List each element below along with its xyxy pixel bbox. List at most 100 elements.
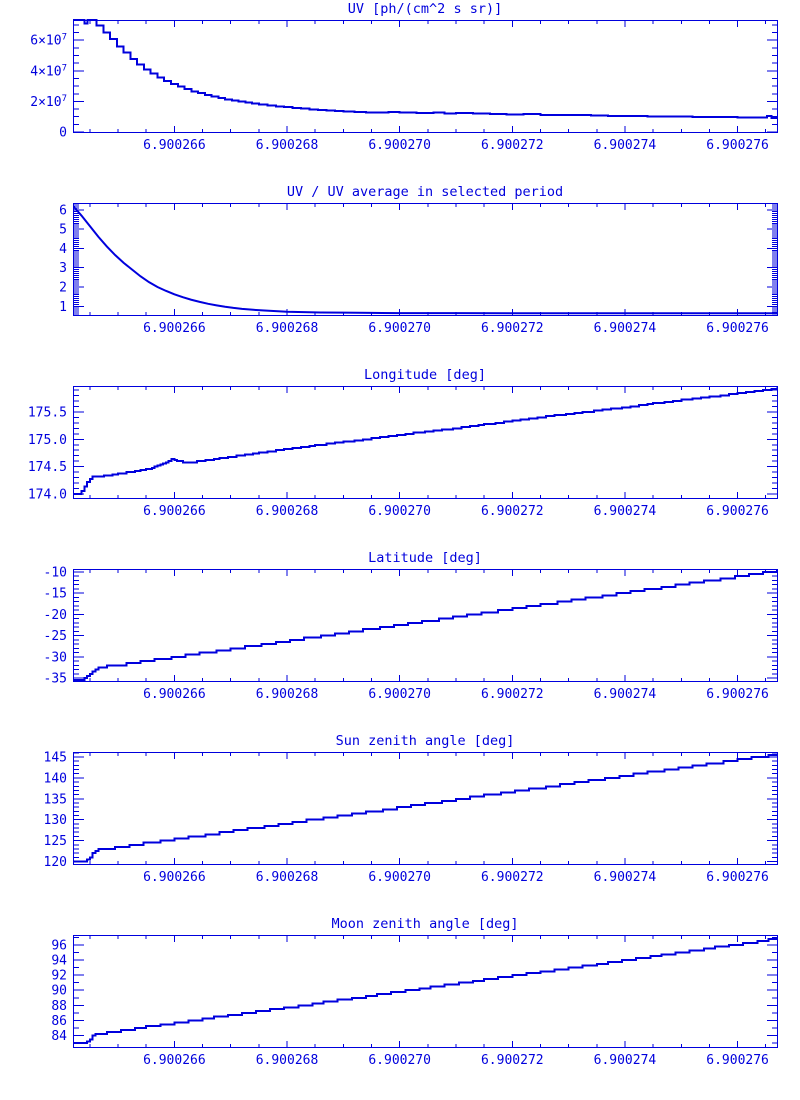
uv-plot: UV [ph/(cm^2 s sr)] 6.900266 6.900268 6.900… [30, 1, 778, 153]
y-tick-label: 135 [44, 792, 67, 807]
y-tick-label: 4 [59, 242, 67, 257]
longitude-plot: Longitude [deg] 6.900266 6.900268 6.900270 6… [28, 367, 778, 519]
y-tick-label: 92 [51, 969, 67, 984]
y-tick-label: 6×107 [30, 33, 67, 49]
y-tick-label: 94 [51, 953, 67, 968]
y-tick-label: 130 [44, 813, 67, 828]
plot-frame [73, 752, 778, 865]
data-line [73, 19, 777, 119]
y-tick-label: -10 [44, 565, 67, 580]
y-tick-label: 84 [51, 1029, 67, 1044]
chart-title: UV [ph/(cm^2 s sr)] [348, 1, 502, 17]
panel-longitude: Longitude [deg] 6.900266 6.900268 6.900270 6… [0, 366, 800, 549]
plot-frame [73, 569, 778, 682]
data-line [73, 387, 777, 496]
y-tick-label: 96 [51, 938, 67, 953]
y-tick-label: 145 [44, 751, 67, 766]
x-tick-label: 6.900276 [706, 321, 769, 336]
x-tick-label: 6.900272 [481, 321, 544, 336]
y-tick-label: 175.5 [28, 405, 67, 420]
y-tick-label: 174.0 [28, 488, 67, 503]
x-tick-label: 6.900266 [143, 870, 206, 885]
x-tick-label: 6.900272 [481, 687, 544, 702]
x-tick-label: 6.900274 [594, 1053, 657, 1068]
chart-title: Latitude [deg] [368, 550, 482, 566]
panel-moon-zenith: Moon zenith angle [deg] 6.900266 6.900268 6… [0, 915, 800, 1098]
x-tick-label: 6.900274 [594, 687, 657, 702]
panel-latitude: Latitude [deg] 6.900266 6.900268 6.900270 6.… [0, 549, 800, 732]
x-tick-label: 6.900268 [256, 138, 319, 153]
y-tick-label: 2 [59, 281, 67, 296]
y-tick-label: 88 [51, 999, 67, 1014]
y-tick-label: 0 [59, 126, 67, 141]
x-tick-label: 6.900276 [706, 687, 769, 702]
chart-title: Longitude [deg] [364, 367, 486, 383]
panel-uv: UV [ph/(cm^2 s sr)] 6.900266 6.900268 6.900… [0, 0, 800, 183]
x-tick-label: 6.900270 [368, 138, 431, 153]
data-line [73, 938, 777, 1045]
y-tick-label: 174.5 [28, 460, 67, 475]
x-tick-label: 6.900274 [594, 870, 657, 885]
y-tick-label: 4×107 [30, 63, 67, 79]
x-tick-label: 6.900272 [481, 138, 544, 153]
x-tick-label: 6.900266 [143, 687, 206, 702]
x-tick-label: 6.900276 [706, 1053, 769, 1068]
panel-uv-ratio: UV / UV average in selected period 6.9002… [0, 183, 800, 366]
y-tick-label: -35 [44, 672, 67, 687]
plot-frame [73, 20, 778, 133]
x-tick-label: 6.900266 [143, 504, 206, 519]
x-tick-label: 6.900268 [256, 504, 319, 519]
uv-ratio-plot: UV / UV average in selected period 6.9002… [59, 184, 778, 336]
x-tick-label: 6.900276 [706, 138, 769, 153]
plot-frame [73, 935, 778, 1048]
plot-frame [73, 386, 778, 499]
x-tick-label: 6.900274 [594, 321, 657, 336]
x-tick-label: 6.900266 [143, 138, 206, 153]
y-tick-label: 1 [59, 300, 67, 315]
data-line [73, 569, 777, 682]
x-tick-label: 6.900270 [368, 321, 431, 336]
y-tick-label: 175.0 [28, 433, 67, 448]
y-tick-label: 140 [44, 771, 67, 786]
y-tick-label: 86 [51, 1014, 67, 1029]
x-tick-label: 6.900266 [143, 1053, 206, 1068]
sun-zenith-plot: Sun zenith angle [deg] 6.900266 6.900268 6.… [44, 733, 778, 885]
x-tick-label: 6.900268 [256, 321, 319, 336]
x-tick-label: 6.900266 [143, 321, 206, 336]
plot-frame [73, 203, 778, 316]
panel-sun-zenith: Sun zenith angle [deg] 6.900266 6.900268 6.… [0, 732, 800, 915]
y-tick-label: 5 [59, 223, 67, 238]
x-tick-label: 6.900270 [368, 504, 431, 519]
y-tick-label: -20 [44, 608, 67, 623]
x-tick-label: 6.900268 [256, 1053, 319, 1068]
chart-title: UV / UV average in selected period [287, 184, 563, 200]
data-line [73, 205, 777, 315]
data-line [73, 753, 777, 863]
y-tick-label: 3 [59, 261, 67, 276]
x-tick-label: 6.900268 [256, 870, 319, 885]
y-tick-label: -15 [44, 587, 67, 602]
x-tick-label: 6.900270 [368, 687, 431, 702]
x-tick-label: 6.900274 [594, 504, 657, 519]
y-tick-label: 6 [59, 203, 67, 218]
x-tick-label: 6.900268 [256, 687, 319, 702]
moon-zenith-plot: Moon zenith angle [deg] 6.900266 6.900268 6… [51, 916, 778, 1068]
x-tick-label: 6.900272 [481, 504, 544, 519]
x-tick-label: 6.900270 [368, 1053, 431, 1068]
y-tick-label: 2×107 [30, 94, 67, 110]
x-tick-label: 6.900270 [368, 870, 431, 885]
chart-title: Sun zenith angle [deg] [336, 733, 515, 749]
x-tick-label: 6.900276 [706, 504, 769, 519]
y-tick-label: -30 [44, 650, 67, 665]
y-tick-label: -25 [44, 629, 67, 644]
x-tick-label: 6.900272 [481, 870, 544, 885]
y-tick-label: 125 [44, 834, 67, 849]
x-tick-label: 6.900276 [706, 870, 769, 885]
latitude-plot: Latitude [deg] 6.900266 6.900268 6.900270 6.… [44, 550, 778, 702]
x-tick-label: 6.900274 [594, 138, 657, 153]
y-tick-label: 90 [51, 984, 67, 999]
chart-title: Moon zenith angle [deg] [332, 916, 519, 932]
x-tick-label: 6.900272 [481, 1053, 544, 1068]
y-tick-label: 120 [44, 855, 67, 870]
